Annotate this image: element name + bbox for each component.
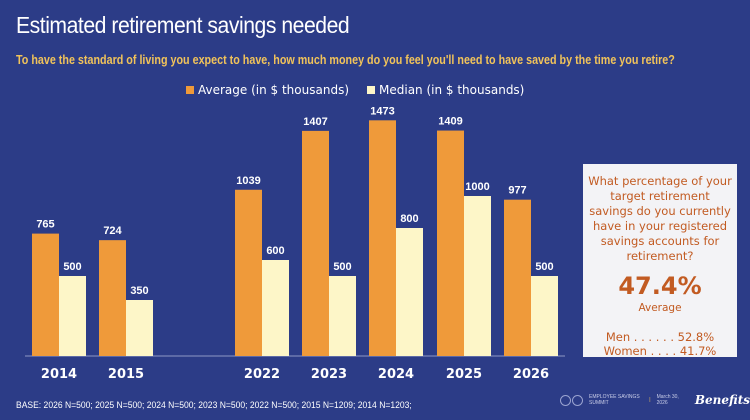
bar-median-2014 — [59, 276, 86, 356]
label-average-2025: 1409 — [438, 116, 462, 128]
x-tick-2024: 2024 — [378, 367, 414, 382]
chart-legend: Average (in $ thousands) Median (in $ th… — [186, 83, 524, 97]
panel-value-label: Average — [638, 302, 682, 314]
panel-row-women: Women . . . . 41.7% — [603, 344, 717, 358]
bar-average-2014 — [32, 233, 59, 356]
bar-average-2015 — [99, 240, 126, 356]
legend-label-median: Median (in $ thousands) — [379, 83, 525, 97]
label-median-2014: 500 — [63, 261, 81, 273]
x-tick-2026: 2026 — [513, 367, 549, 382]
bar-chart: 765 500 2014 724 350 2015 1039 600 2022 1407 500 20… — [25, 105, 565, 382]
x-tick-2025: 2025 — [446, 367, 482, 382]
event-date: March 30, 2026 — [656, 394, 679, 406]
label-average-2014: 765 — [36, 219, 54, 231]
label-median-2025: 1000 — [465, 181, 489, 193]
bar-median-2022 — [262, 260, 289, 356]
bar-average-2024 — [369, 120, 396, 356]
legend-item-median: Median (in $ thousands) — [367, 83, 524, 97]
footer-divider: | — [649, 397, 651, 403]
label-median-2022: 600 — [266, 245, 284, 257]
summit-logo-icon — [560, 394, 583, 406]
bar-average-2022 — [235, 189, 262, 356]
bar-average-2023 — [302, 130, 329, 356]
x-tick-2015: 2015 — [108, 367, 144, 382]
label-average-2026: 977 — [508, 185, 526, 197]
panel-value: 47.4% — [618, 272, 702, 300]
bar-median-2024 — [396, 228, 423, 356]
brand-logo: Benefits — [694, 393, 750, 407]
page-title: Estimated retirement savings needed — [16, 12, 350, 38]
bar-median-2025 — [464, 196, 491, 356]
label-average-2024: 1473 — [370, 105, 394, 117]
label-median-2023: 500 — [333, 261, 351, 273]
bar-median-2026 — [531, 276, 558, 356]
label-average-2022: 1039 — [236, 175, 260, 187]
event-name: EMPLOYEE SAVINGS SUMMIT — [589, 394, 640, 406]
footer-branding: EMPLOYEE SAVINGS SUMMIT | March 30, 2026… — [560, 393, 750, 407]
label-median-2015: 350 — [130, 285, 148, 297]
label-average-2023: 1407 — [303, 116, 327, 128]
chart-subtitle: To have the standard of living you expec… — [16, 53, 675, 67]
percentage-panel: What percentage of your target retiremen… — [583, 164, 737, 358]
bar-median-2023 — [329, 276, 356, 356]
x-tick-2022: 2022 — [244, 367, 280, 382]
x-tick-2023: 2023 — [311, 367, 347, 382]
bar-average-2025 — [437, 130, 464, 356]
legend-swatch-average — [186, 86, 194, 94]
bar-average-2026 — [504, 199, 531, 356]
label-median-2024: 800 — [400, 213, 418, 225]
panel-row-men: Men . . . . . . 52.8% — [605, 330, 715, 344]
label-median-2026: 500 — [535, 261, 553, 273]
x-tick-2014: 2014 — [41, 367, 77, 382]
base-note: BASE: 2026 N=500; 2025 N=500; 2024 N=500… — [16, 400, 412, 411]
label-average-2015: 724 — [103, 225, 122, 237]
legend-swatch-median — [367, 86, 375, 94]
legend-label-average: Average (in $ thousands) — [198, 83, 349, 97]
bar-median-2015 — [126, 300, 153, 356]
legend-item-average: Average (in $ thousands) — [186, 83, 349, 97]
panel-question: What percentage of your target retiremen… — [588, 174, 732, 263]
